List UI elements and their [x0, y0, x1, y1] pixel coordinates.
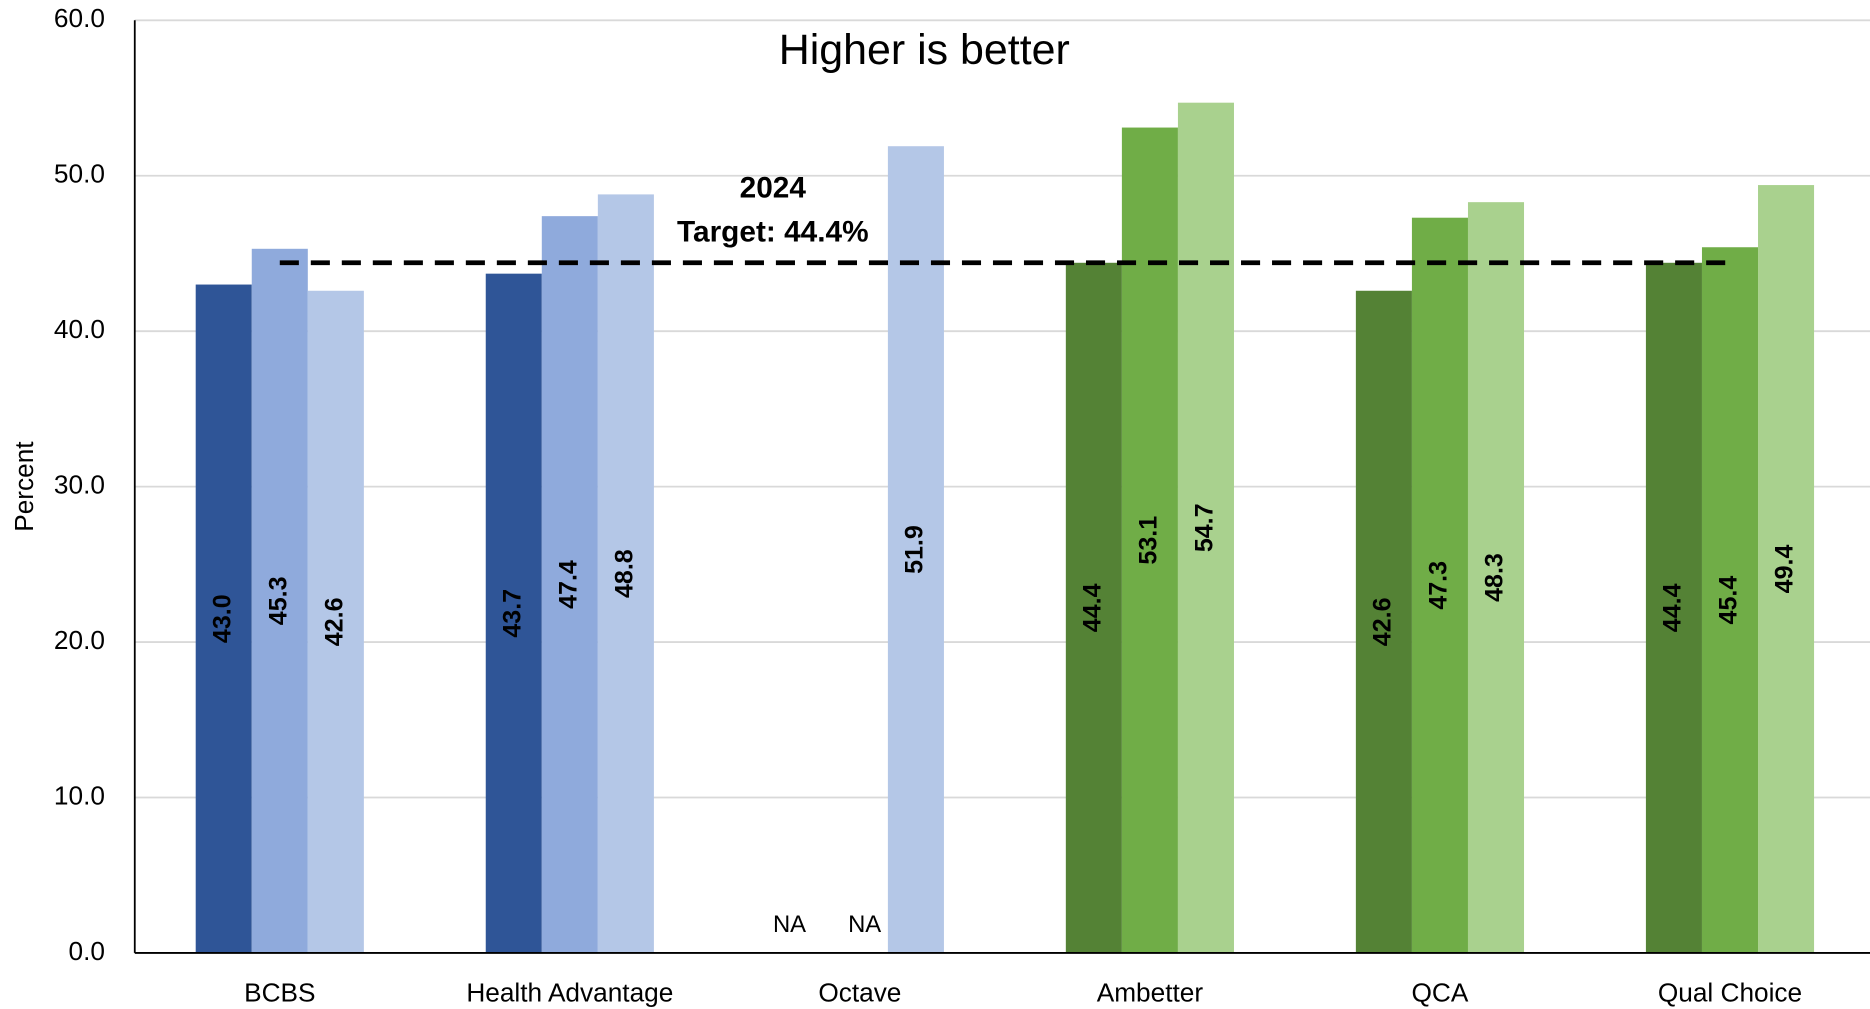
- chart-title: Higher is better: [779, 26, 1070, 74]
- y-tick-label: 50.0: [54, 159, 105, 189]
- bar: [485, 273, 542, 953]
- target-label: 2024: [740, 172, 807, 205]
- value-label: 44.4: [1659, 583, 1687, 632]
- value-label: 48.8: [610, 549, 638, 598]
- y-tick-label: 0.0: [68, 936, 104, 966]
- value-label: 44.4: [1078, 583, 1106, 632]
- value-label: 49.4: [1771, 545, 1799, 594]
- bar: [1411, 217, 1468, 953]
- x-tick-label: BCBS: [244, 978, 315, 1008]
- target-label: Target: 44.4%: [677, 216, 869, 249]
- bar: [1701, 247, 1759, 953]
- x-tick-label: Ambetter: [1097, 978, 1204, 1008]
- na-label: NA: [773, 911, 806, 938]
- value-label: 42.6: [1369, 597, 1397, 646]
- y-tick-label: 10.0: [54, 780, 105, 810]
- bar: [251, 248, 308, 953]
- bar: [597, 194, 654, 953]
- bar: [307, 290, 364, 953]
- value-label: 42.6: [320, 597, 348, 646]
- y-axis-label: Percent: [9, 441, 39, 532]
- value-label: 47.3: [1425, 561, 1453, 610]
- x-tick-label: Qual Choice: [1658, 978, 1802, 1008]
- value-label: 48.3: [1481, 553, 1509, 602]
- y-tick-label: 30.0: [54, 470, 105, 500]
- value-label: 45.3: [264, 576, 292, 625]
- value-label: 54.7: [1191, 503, 1219, 552]
- value-label: 45.4: [1715, 576, 1743, 625]
- y-tick-label: 20.0: [54, 625, 105, 655]
- value-label: 51.9: [901, 525, 929, 574]
- bar: [541, 216, 598, 953]
- x-tick-label: QCA: [1412, 978, 1469, 1008]
- value-label: 43.7: [498, 589, 526, 638]
- y-tick-label: 60.0: [54, 3, 105, 33]
- bar: [1355, 290, 1412, 953]
- y-tick-label: 40.0: [54, 314, 105, 344]
- bar: [1645, 262, 1702, 953]
- bar: [1177, 102, 1234, 953]
- bar: [1758, 185, 1815, 953]
- bar: [195, 284, 252, 953]
- x-tick-label: Octave: [818, 978, 901, 1008]
- x-tick-label: Health Advantage: [466, 978, 673, 1008]
- value-label: 43.0: [208, 594, 236, 643]
- value-label: 53.1: [1135, 516, 1163, 565]
- value-label: 47.4: [554, 560, 582, 609]
- bar: [1467, 202, 1525, 953]
- na-label: NA: [848, 911, 881, 938]
- bar: [1065, 262, 1122, 953]
- bar: [887, 146, 944, 953]
